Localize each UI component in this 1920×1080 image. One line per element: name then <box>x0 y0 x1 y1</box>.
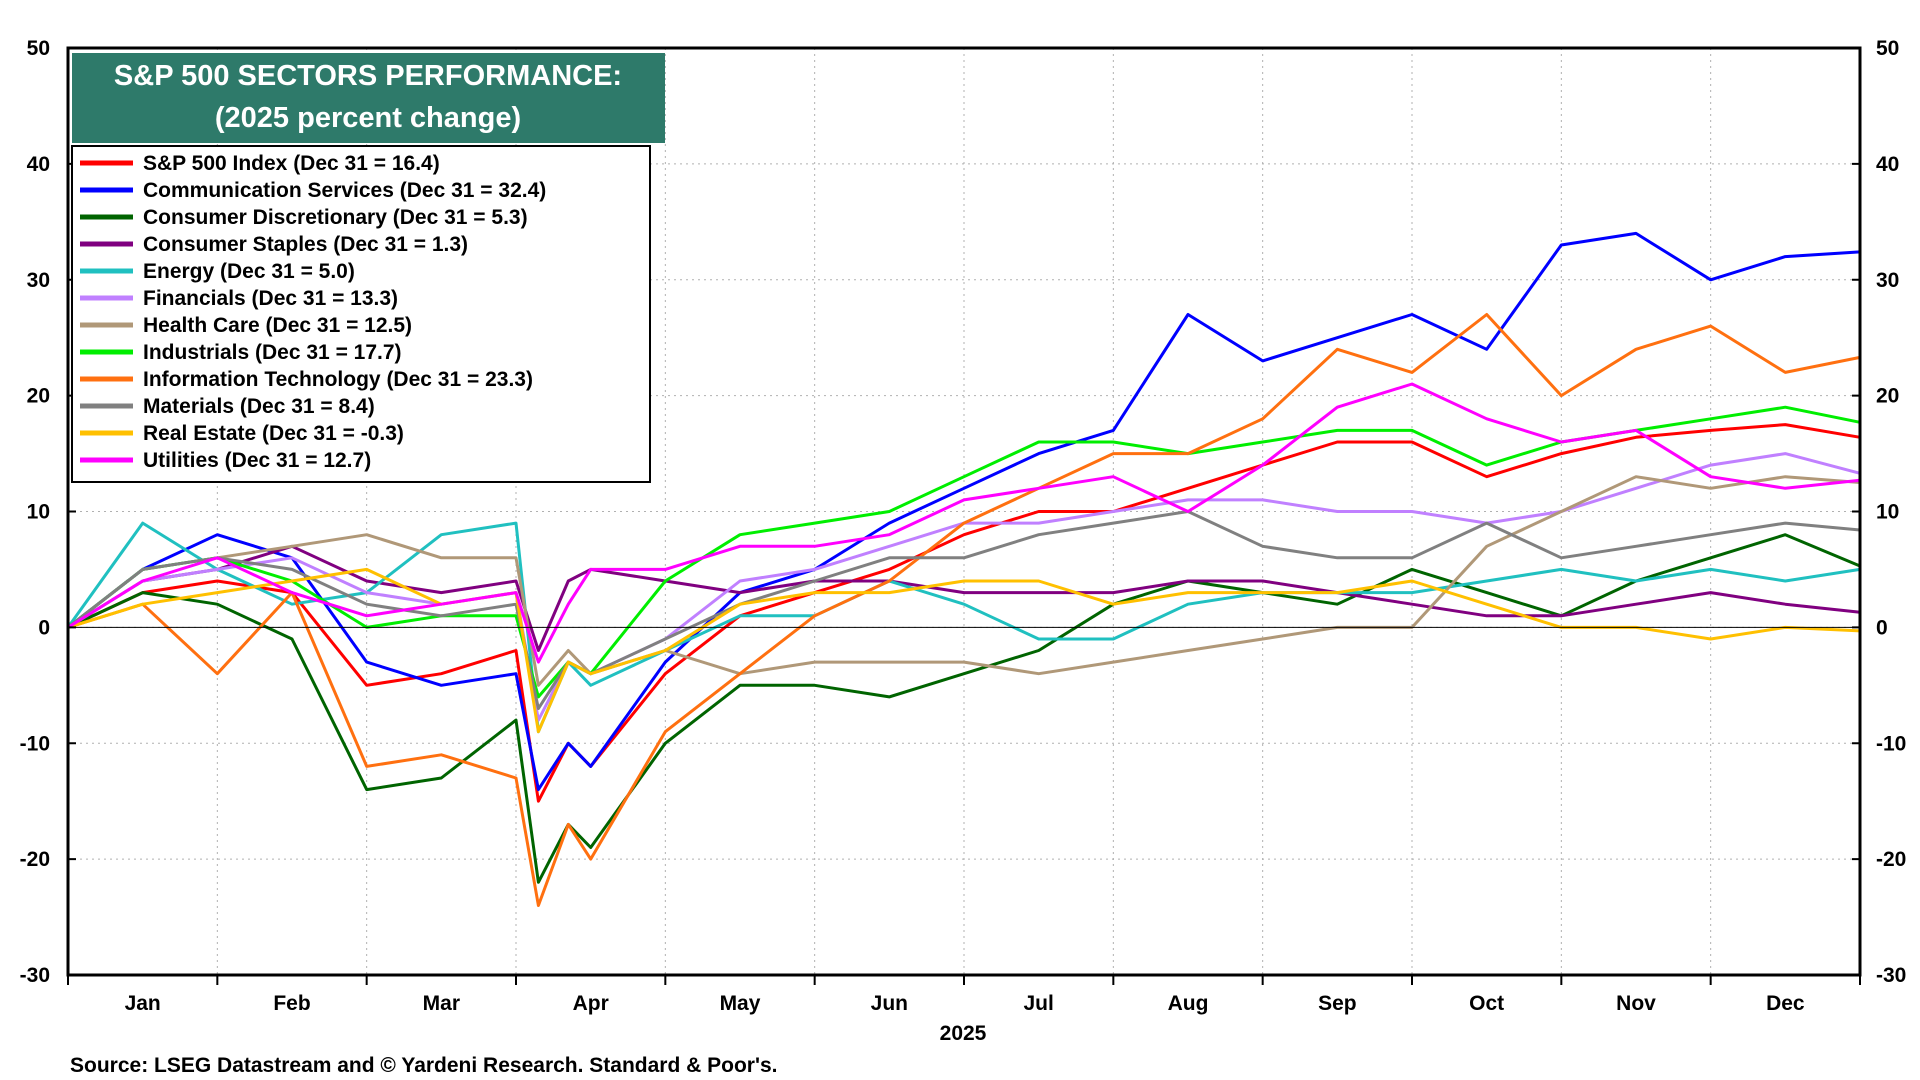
series-line-5 <box>67 452 1861 722</box>
x-tick-label: Feb <box>273 992 310 1015</box>
y-tick-label-left: -20 <box>20 848 50 871</box>
series-line-0 <box>67 423 1861 803</box>
legend-label: Health Care (Dec 31 = 12.5) <box>143 314 412 337</box>
series-line-10 <box>67 567 1861 734</box>
x-tick-label: Jan <box>125 992 161 1015</box>
y-tick-label-right: -10 <box>1876 732 1906 755</box>
legend-label: Communication Services (Dec 31 = 32.4) <box>143 179 546 202</box>
y-tick-label-left: -30 <box>20 964 50 987</box>
x-axis-label: 2025 <box>940 1022 987 1045</box>
y-tick-label-right: 40 <box>1876 153 1899 176</box>
y-tick-label-left: 50 <box>27 37 50 60</box>
y-tick-label-right: -30 <box>1876 964 1906 987</box>
y-tick-label-left: -10 <box>20 732 50 755</box>
x-tick-label: Oct <box>1469 992 1504 1015</box>
axes: -30 -30 -20 -20 -10 -10 0 0 10 10 20 20 30 30 40 40 50 50… <box>20 37 1907 1015</box>
legend-box <box>71 145 651 483</box>
y-tick-label-left: 40 <box>27 153 50 176</box>
y-tick-label-left: 20 <box>27 385 50 408</box>
y-tick-label-right: -20 <box>1876 848 1906 871</box>
legend-label: Information Technology (Dec 31 = 23.3) <box>143 368 533 391</box>
y-tick-label-right: 20 <box>1876 385 1899 408</box>
y-tick-label-right: 10 <box>1876 501 1899 524</box>
y-tick-label-left: 0 <box>38 616 50 639</box>
x-tick-label: Jun <box>871 992 908 1015</box>
source-note: Source: LSEG Datastream and © Yardeni Re… <box>70 1054 777 1077</box>
chart-subtitle: (2025 percent change) <box>215 102 521 134</box>
title-box <box>72 53 665 143</box>
series-line-1 <box>67 231 1861 792</box>
legend-label: Real Estate (Dec 31 = -0.3) <box>143 422 404 445</box>
x-tick-label: Dec <box>1766 992 1805 1015</box>
chart-title: S&P 500 SECTORS PERFORMANCE: <box>114 60 622 92</box>
legend: S&P 500 Index (Dec 31 = 16.4) Communicati… <box>80 152 546 472</box>
legend-label: Financials (Dec 31 = 13.3) <box>143 287 398 310</box>
x-tick-label: Mar <box>423 992 460 1015</box>
y-tick-label-right: 50 <box>1876 37 1899 60</box>
legend-label: Utilities (Dec 31 = 12.7) <box>143 449 371 472</box>
series-line-8 <box>67 313 1861 907</box>
series-line-6 <box>67 475 1861 687</box>
legend-label: Consumer Discretionary (Dec 31 = 5.3) <box>143 206 528 229</box>
x-tick-label: Jul <box>1023 992 1053 1015</box>
legend-label: S&P 500 Index (Dec 31 = 16.4) <box>143 152 440 175</box>
series-line-2 <box>67 533 1861 884</box>
series-layer <box>66 231 1861 907</box>
y-tick-label-left: 10 <box>27 501 50 524</box>
x-tick-label: May <box>720 992 761 1015</box>
legend-label: Energy (Dec 31 = 5.0) <box>143 260 355 283</box>
x-tick-label: Sep <box>1318 992 1357 1015</box>
y-tick-label-right: 0 <box>1876 616 1888 639</box>
y-tick-label-left: 30 <box>27 269 50 292</box>
series-line-9 <box>67 510 1861 710</box>
legend-label: Consumer Staples (Dec 31 = 1.3) <box>143 233 468 256</box>
series-line-7 <box>67 405 1861 699</box>
legend-label: Industrials (Dec 31 = 17.7) <box>143 341 402 364</box>
series-line-11 <box>67 382 1861 664</box>
x-tick-label: Nov <box>1616 992 1656 1015</box>
y-tick-label-right: 30 <box>1876 269 1899 292</box>
x-tick-label: Aug <box>1168 992 1209 1015</box>
legend-label: Materials (Dec 31 = 8.4) <box>143 395 375 418</box>
x-tick-label: Apr <box>573 992 609 1015</box>
